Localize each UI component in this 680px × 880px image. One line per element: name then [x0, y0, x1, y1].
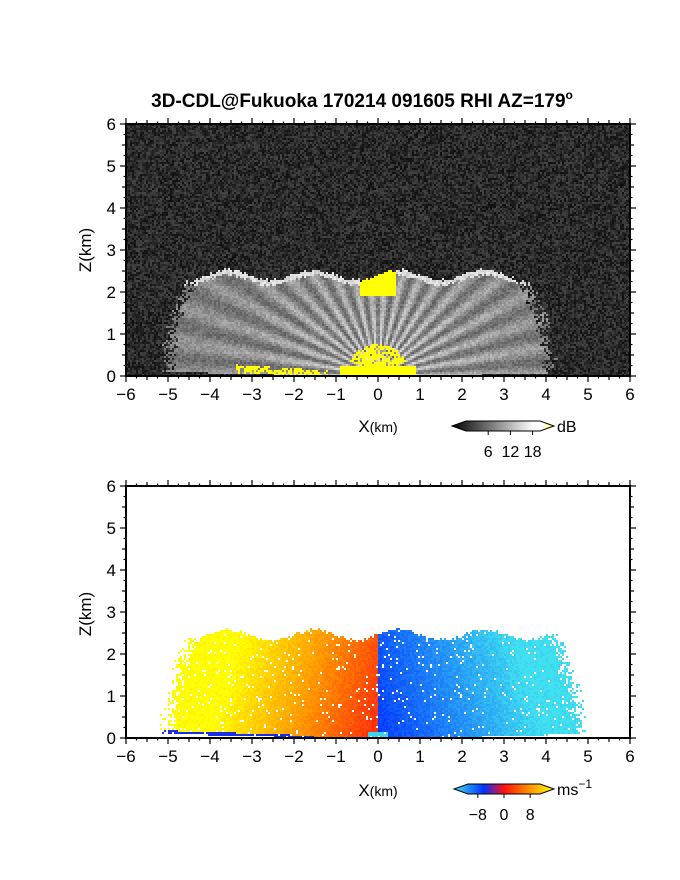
y-tick-label: 3: [107, 603, 116, 622]
x-tick-label: 3: [499, 747, 508, 766]
velocity-heatmap: [126, 486, 630, 738]
x-tick-label: −3: [242, 385, 261, 404]
colorbar-tick-label: 0: [500, 807, 509, 824]
y-tick-label: 4: [107, 561, 116, 580]
velocity-colorbar-ticks: −8 0 8: [469, 794, 535, 824]
x-tick-label: −2: [284, 747, 303, 766]
backscatter-colorbar-ticks: 6 12 18: [484, 431, 542, 461]
x-tick-label: −1: [326, 747, 345, 766]
x-tick-label: 3: [499, 385, 508, 404]
x-tick-label: 0: [373, 385, 382, 404]
y-tick-label: 1: [107, 687, 116, 706]
velocity-x-tick-labels: −6 −5 −4 −3 −2 −1 0 1 2 3 4 5 6: [116, 747, 634, 766]
colorbar-tick-label: 8: [526, 807, 535, 824]
velocity-colorbar: −8 0 8 ms−1: [452, 777, 592, 824]
x-tick-label: 1: [415, 747, 424, 766]
backscatter-colorbar-bar: [450, 420, 556, 432]
x-tick-label: −1: [326, 385, 345, 404]
x-tick-label: −6: [116, 385, 135, 404]
x-tick-label: −2: [284, 385, 303, 404]
x-tick-label: 4: [541, 747, 550, 766]
backscatter-x-axis-label: X(km): [358, 417, 397, 436]
x-tick-label: 0: [373, 747, 382, 766]
velocity-y-tick-labels: 0 1 2 3 4 5 6: [107, 477, 116, 748]
figure-title: 3D-CDL@Fukuoka 170214 091605 RHI AZ=179o: [151, 88, 573, 112]
velocity-y-axis-label: Z(km): [76, 592, 95, 636]
x-tick-label: −5: [158, 747, 177, 766]
velocity-x-axis-label: X(km): [358, 781, 397, 800]
y-tick-label: 6: [107, 477, 116, 496]
x-tick-label: 5: [583, 385, 592, 404]
x-tick-label: 6: [625, 385, 634, 404]
backscatter-axis-ticks: [120, 118, 636, 382]
y-tick-label: 2: [107, 283, 116, 302]
y-tick-label: 2: [107, 645, 116, 664]
backscatter-y-tick-labels: 0 1 2 3 4 5 6: [107, 115, 116, 386]
velocity-axis-ticks: [120, 480, 636, 744]
backscatter-y-axis-label: Z(km): [76, 228, 95, 272]
velocity-colorbar-unit: ms−1: [557, 777, 592, 799]
x-tick-label: −5: [158, 385, 177, 404]
backscatter-x-tick-labels: −6 −5 −4 −3 −2 −1 0 1 2 3 4 5 6: [116, 385, 634, 404]
backscatter-colorbar: 6 12 18 dB: [450, 419, 577, 461]
y-tick-label: 0: [107, 367, 116, 386]
x-tick-label: 4: [541, 385, 550, 404]
backscatter-heatmap: [126, 124, 630, 376]
y-tick-label: 0: [107, 729, 116, 748]
x-tick-label: 6: [625, 747, 634, 766]
x-tick-label: −4: [200, 385, 219, 404]
y-tick-label: 6: [107, 115, 116, 134]
y-tick-label: 1: [107, 325, 116, 344]
x-tick-label: 2: [457, 385, 466, 404]
x-tick-label: 1: [415, 385, 424, 404]
x-tick-label: 2: [457, 747, 466, 766]
y-tick-label: 3: [107, 241, 116, 260]
y-tick-label: 5: [107, 519, 116, 538]
x-tick-label: −4: [200, 747, 219, 766]
colorbar-tick-label: 6: [484, 444, 493, 461]
y-tick-label: 4: [107, 199, 116, 218]
colorbar-tick-label: 18: [524, 444, 542, 461]
velocity-colorbar-bar: [452, 783, 556, 795]
y-tick-label: 5: [107, 157, 116, 176]
x-tick-label: −3: [242, 747, 261, 766]
x-tick-label: 5: [583, 747, 592, 766]
colorbar-tick-label: −8: [469, 807, 487, 824]
backscatter-colorbar-unit: dB: [557, 419, 577, 436]
colorbar-tick-label: 12: [502, 444, 520, 461]
x-tick-label: −6: [116, 747, 135, 766]
